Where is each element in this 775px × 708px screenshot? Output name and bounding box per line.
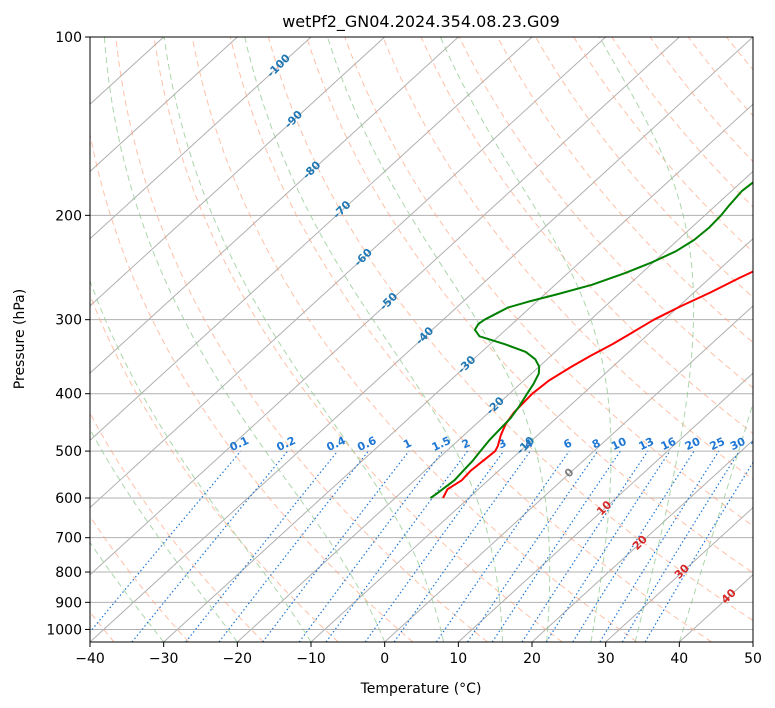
dewpoint-profile-line (429, 181, 753, 499)
dry-adiabat-line (649, 37, 753, 163)
mixing-ratio-label: 25 (708, 435, 727, 453)
isotherm-line (90, 37, 533, 442)
dry-adiabat-line (229, 37, 712, 642)
mixing-ratio-line (466, 450, 599, 642)
mixing-ratio-line (521, 450, 649, 642)
mixing-ratio-line (572, 450, 695, 642)
dry-adiabat-line (115, 37, 488, 642)
isotherm-line (310, 237, 753, 642)
temperature-profile-line (442, 270, 753, 499)
mixing-ratio-line (185, 450, 339, 642)
moist-adiabat-line (90, 541, 165, 642)
isotherm-line (90, 37, 459, 374)
y-tick-label: 1000 (46, 622, 82, 638)
isotherm-line (457, 372, 753, 642)
dry-adiabat-line (573, 37, 753, 253)
isotherm-line (605, 506, 753, 642)
y-tick-label: 700 (55, 531, 82, 547)
mixing-ratio-line (131, 450, 289, 642)
x-tick-label: 30 (597, 651, 615, 667)
y-tick-label: 900 (55, 595, 82, 611)
plot-frame (89, 36, 754, 643)
moist-adiabat-line (103, 37, 386, 642)
x-tick-label: 0 (380, 651, 389, 667)
moist-adiabat-line (244, 37, 503, 642)
sounding-series (429, 181, 753, 499)
y-tick-label: 800 (55, 565, 82, 581)
moist-adiabat-line (439, 37, 612, 642)
y-tick-label: 600 (55, 491, 82, 507)
dry-adiabat-line (344, 37, 753, 527)
dry-adiabat-line (90, 131, 414, 642)
dry-adiabat-line (191, 37, 638, 642)
x-tick-label: 50 (744, 651, 762, 667)
x-tick-label: −20 (223, 651, 253, 667)
y-tick-label: 200 (55, 208, 82, 224)
mixing-ratio-label: 10 (609, 435, 629, 453)
x-tick-label: 40 (670, 651, 688, 667)
mixing-ratio-line (364, 450, 505, 642)
x-tick-label: 20 (523, 651, 541, 667)
mixing-ratio-line (298, 450, 444, 642)
moist-adiabat-line (678, 401, 753, 642)
moist-adiabat-line (598, 37, 695, 642)
mixing-ratio-line (90, 450, 242, 633)
dry-adiabat-line (153, 37, 563, 642)
isotherm-line (90, 37, 607, 509)
mixing-ratio-line (325, 450, 468, 642)
dry-adiabat-line (382, 37, 753, 481)
isotherm-line (384, 305, 753, 642)
mixing-ratio-label: 30 (728, 435, 748, 453)
x-axis-label: Temperature (°C) (360, 681, 482, 697)
y-tick-label: 400 (55, 387, 82, 403)
mixing-ratio-line (621, 450, 740, 642)
chart-title: wetPf2_GN04.2024.354.08.23.G09 (282, 12, 560, 32)
mixing-ratio-line (491, 450, 621, 642)
mixing-ratio-line (262, 450, 410, 642)
isotherm-line (531, 439, 753, 642)
background-lines (90, 37, 753, 642)
isotherm-line (90, 37, 386, 307)
dry-adiabat-line (90, 412, 264, 642)
y-tick-label: 100 (55, 30, 82, 46)
mixing-ratio-label: 16 (659, 435, 679, 453)
dry-adiabat-line (306, 37, 753, 574)
isotherm-line (90, 37, 753, 642)
y-tick-label: 300 (55, 313, 82, 329)
x-tick-label: 10 (449, 651, 467, 667)
isotherm-line (90, 37, 238, 173)
mixing-ratio-line (545, 450, 671, 642)
x-tick-label: −30 (149, 651, 179, 667)
moist-adiabat-line (163, 37, 445, 642)
dry-adiabat-line (496, 37, 753, 344)
dry-adiabat-line (420, 37, 753, 435)
mixing-ratio-label: 13 (637, 435, 656, 453)
dry-adiabat-line (268, 37, 753, 622)
x-tick-label: −10 (296, 651, 326, 667)
isotherm-line (90, 37, 312, 240)
dry-adiabat-line (458, 37, 753, 389)
y-axis-label: Pressure (hPa) (12, 289, 28, 389)
axis-ticks: −40 −30 −20 −10 0 10 20 30 40 50 100 200 300 400 500 60… (46, 30, 762, 667)
isotherm-line (163, 103, 753, 642)
mixing-ratio-line (435, 450, 570, 642)
mixing-ratio-label: 20 (683, 435, 703, 453)
isotherm-line (90, 37, 680, 576)
moist-adiabat-line (90, 428, 238, 642)
x-tick-label: −40 (75, 651, 105, 667)
mixing-ratio-label: 36 (749, 435, 769, 453)
y-tick-label: 500 (55, 444, 82, 460)
isotherm-line (236, 170, 753, 642)
mixing-ratio-line (393, 450, 531, 642)
